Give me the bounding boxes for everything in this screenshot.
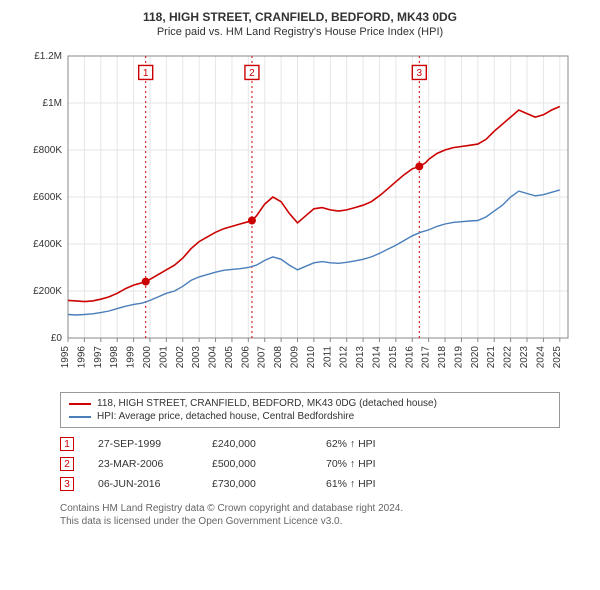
legend-label: 118, HIGH STREET, CRANFIELD, BEDFORD, MK… — [97, 398, 437, 409]
svg-text:1999: 1999 — [126, 346, 137, 369]
svg-text:£200K: £200K — [33, 286, 62, 297]
page-title: 118, HIGH STREET, CRANFIELD, BEDFORD, MK… — [10, 10, 590, 24]
table-row: 1 27-SEP-1999 £240,000 62% ↑ HPI — [60, 434, 560, 454]
svg-text:2011: 2011 — [322, 346, 333, 368]
svg-text:2006: 2006 — [240, 346, 251, 369]
svg-text:2008: 2008 — [273, 346, 284, 369]
svg-text:1998: 1998 — [109, 346, 120, 369]
svg-text:£800K: £800K — [33, 145, 62, 156]
svg-text:2003: 2003 — [191, 346, 202, 369]
txn-delta: 61% ↑ HPI — [326, 478, 416, 490]
svg-text:2016: 2016 — [404, 346, 415, 369]
svg-text:2004: 2004 — [208, 346, 219, 369]
svg-text:2012: 2012 — [339, 346, 350, 369]
legend-swatch — [69, 416, 91, 418]
svg-text:1995: 1995 — [60, 346, 71, 369]
txn-price: £730,000 — [212, 478, 302, 490]
txn-date: 23-MAR-2006 — [98, 458, 188, 470]
svg-text:2013: 2013 — [355, 346, 366, 369]
transaction-table: 1 27-SEP-1999 £240,000 62% ↑ HPI 2 23-MAR-200… — [60, 434, 560, 494]
legend-swatch — [69, 403, 91, 405]
page-subtitle: Price paid vs. HM Land Registry's House … — [10, 26, 590, 38]
attribution-line: Contains HM Land Registry data © Crown c… — [60, 502, 560, 515]
svg-text:2009: 2009 — [290, 346, 301, 369]
svg-text:£600K: £600K — [33, 192, 62, 203]
svg-text:2025: 2025 — [552, 346, 563, 369]
txn-delta: 70% ↑ HPI — [326, 458, 416, 470]
svg-text:3: 3 — [417, 68, 423, 79]
svg-text:2023: 2023 — [519, 346, 530, 369]
svg-text:2020: 2020 — [470, 346, 481, 369]
svg-text:£400K: £400K — [33, 239, 62, 250]
svg-text:£1M: £1M — [43, 98, 62, 109]
table-row: 3 06-JUN-2016 £730,000 61% ↑ HPI — [60, 474, 560, 494]
svg-text:2018: 2018 — [437, 346, 448, 369]
svg-text:2007: 2007 — [257, 346, 268, 369]
txn-date: 06-JUN-2016 — [98, 478, 188, 490]
svg-text:2017: 2017 — [421, 346, 432, 369]
attribution: Contains HM Land Registry data © Crown c… — [60, 502, 560, 528]
svg-text:2022: 2022 — [503, 346, 514, 369]
svg-text:2000: 2000 — [142, 346, 153, 369]
txn-delta: 62% ↑ HPI — [326, 438, 416, 450]
svg-text:£0: £0 — [51, 333, 63, 344]
svg-text:1997: 1997 — [93, 346, 104, 369]
svg-text:2014: 2014 — [371, 346, 382, 369]
svg-text:2001: 2001 — [158, 346, 169, 369]
attribution-line: This data is licensed under the Open Gov… — [60, 515, 560, 528]
table-row: 2 23-MAR-2006 £500,000 70% ↑ HPI — [60, 454, 560, 474]
legend-label: HPI: Average price, detached house, Cent… — [97, 411, 354, 422]
svg-text:2019: 2019 — [453, 346, 464, 369]
svg-text:1: 1 — [143, 68, 149, 79]
svg-text:2015: 2015 — [388, 346, 399, 369]
chart-svg: £0 £200K £400K £600K £800K £1M £1.2M 1995 1996 19… — [20, 46, 580, 386]
legend: 118, HIGH STREET, CRANFIELD, BEDFORD, MK… — [60, 392, 560, 428]
txn-price: £240,000 — [212, 438, 302, 450]
txn-marker-icon: 1 — [60, 437, 74, 451]
txn-date: 27-SEP-1999 — [98, 438, 188, 450]
svg-text:2: 2 — [249, 68, 255, 79]
svg-text:2024: 2024 — [535, 346, 546, 369]
svg-text:2005: 2005 — [224, 346, 235, 369]
svg-text:1996: 1996 — [76, 346, 87, 369]
txn-marker-icon: 2 — [60, 457, 74, 471]
legend-item: 118, HIGH STREET, CRANFIELD, BEDFORD, MK… — [69, 397, 551, 410]
svg-text:£1.2M: £1.2M — [34, 51, 62, 62]
svg-text:2021: 2021 — [486, 346, 497, 369]
svg-text:2002: 2002 — [175, 346, 186, 369]
legend-item: HPI: Average price, detached house, Cent… — [69, 410, 551, 423]
svg-text:2010: 2010 — [306, 346, 317, 369]
txn-price: £500,000 — [212, 458, 302, 470]
price-chart: £0 £200K £400K £600K £800K £1M £1.2M 1995 1996 19… — [20, 46, 580, 386]
txn-marker-icon: 3 — [60, 477, 74, 491]
